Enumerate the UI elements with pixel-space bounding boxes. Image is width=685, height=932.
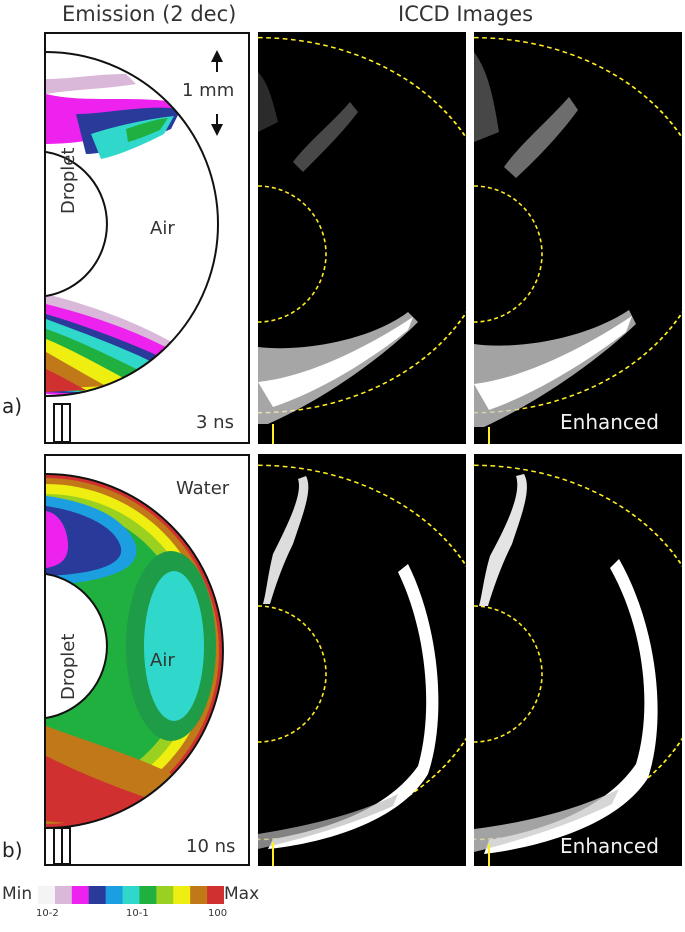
colorbar-tick-min: 10-2 <box>36 908 59 919</box>
colorbar-max-label: Max <box>224 884 260 904</box>
time-label-a: 3 ns <box>196 412 234 433</box>
iccd-image-b <box>258 454 466 866</box>
row-label-b: b) <box>2 838 23 862</box>
colorbar-min-label: Min <box>2 884 33 904</box>
colorbar-swatch <box>88 886 107 904</box>
air-label-a: Air <box>150 218 175 239</box>
iccd-enhanced-image-a: Enhanced <box>474 32 682 444</box>
colorbar-swatch <box>122 886 140 904</box>
colorbar-swatch <box>156 886 174 904</box>
row-label-a: a) <box>2 394 23 418</box>
droplet-label-b: Droplet <box>58 633 79 700</box>
enhanced-label-a: Enhanced <box>560 410 659 434</box>
emission-panel-a: 1 mm Droplet Air 3 ns <box>44 32 250 444</box>
colorbar-swatch <box>54 886 73 904</box>
water-label-b: Water <box>176 478 230 499</box>
droplet-label-a: Droplet <box>58 147 79 214</box>
colorbar-swatch <box>105 886 124 904</box>
colorbar-swatch <box>71 886 90 904</box>
emission-contour-a <box>46 50 223 442</box>
colorbar-swatch <box>190 886 208 904</box>
colorbar-swatch <box>38 886 56 904</box>
colorbar-swatch <box>173 886 191 904</box>
colorbar-swatch <box>139 886 157 904</box>
colorbar <box>38 886 224 904</box>
time-label-b: 10 ns <box>186 836 236 857</box>
colorbar-tick-mid: 10-1 <box>126 908 149 919</box>
emission-header: Emission (2 dec) <box>62 2 237 26</box>
iccd-image-a <box>258 32 466 444</box>
colorbar-tick-max: 100 <box>208 908 228 919</box>
colorbar-swatch <box>207 886 224 904</box>
emission-contour-b <box>46 473 224 864</box>
emission-panel-b: Water Droplet Air 10 ns <box>44 454 250 866</box>
iccd-header: ICCD Images <box>398 2 534 26</box>
iccd-enhanced-image-b: Enhanced <box>474 454 682 866</box>
scale-label-a: 1 mm <box>182 80 235 101</box>
enhanced-label-b: Enhanced <box>560 834 659 858</box>
air-label-b: Air <box>150 650 175 671</box>
